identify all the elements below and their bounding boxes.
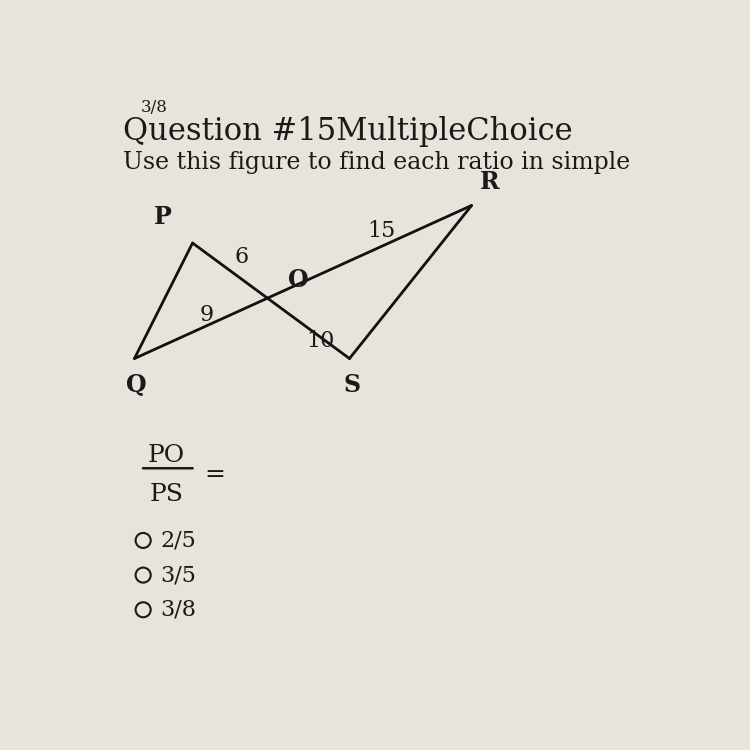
Text: 6: 6: [235, 247, 249, 268]
Text: 3/5: 3/5: [160, 564, 196, 586]
Text: 2/5: 2/5: [160, 530, 196, 551]
Text: O: O: [289, 268, 309, 292]
Text: PO: PO: [148, 443, 185, 466]
Text: 9: 9: [200, 304, 214, 326]
Text: 10: 10: [306, 330, 334, 352]
Text: PS: PS: [149, 483, 184, 506]
Text: =: =: [204, 463, 225, 485]
Text: 15: 15: [368, 220, 395, 242]
Text: Use this figure to find each ratio in simple: Use this figure to find each ratio in si…: [123, 151, 630, 174]
Text: Q: Q: [126, 373, 146, 397]
Text: Question #15MultipleChoice: Question #15MultipleChoice: [123, 116, 572, 147]
Text: 3/8: 3/8: [140, 99, 167, 116]
Text: R: R: [480, 170, 500, 194]
Text: P: P: [154, 205, 172, 229]
Text: 3/8: 3/8: [160, 598, 196, 621]
Text: S: S: [344, 373, 361, 397]
